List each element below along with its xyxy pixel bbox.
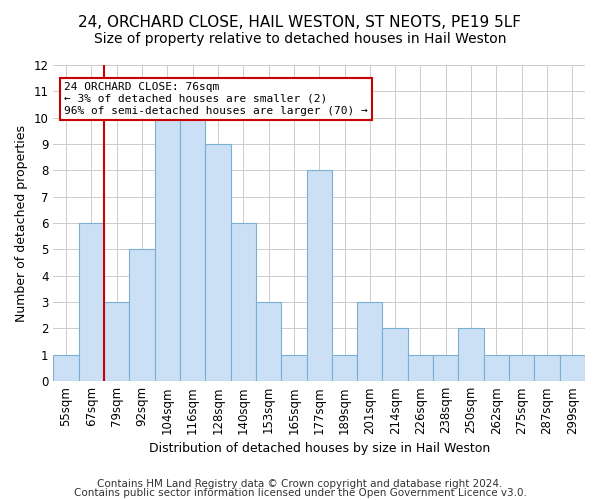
Text: 24, ORCHARD CLOSE, HAIL WESTON, ST NEOTS, PE19 5LF: 24, ORCHARD CLOSE, HAIL WESTON, ST NEOTS… (79, 15, 521, 30)
Text: Size of property relative to detached houses in Hail Weston: Size of property relative to detached ho… (94, 32, 506, 46)
Bar (484, 355, 509, 381)
Text: Contains HM Land Registry data © Crown copyright and database right 2024.: Contains HM Land Registry data © Crown c… (97, 479, 503, 489)
Y-axis label: Number of detached properties: Number of detached properties (15, 124, 28, 322)
Bar (79, 223, 104, 381)
X-axis label: Distribution of detached houses by size in Hail Weston: Distribution of detached houses by size … (149, 442, 490, 455)
Bar (155, 118, 180, 381)
Bar (357, 302, 382, 381)
Bar (535, 355, 560, 381)
Bar (53, 355, 79, 381)
Bar (382, 328, 408, 381)
Bar (130, 250, 155, 381)
Text: 24 ORCHARD CLOSE: 76sqm
← 3% of detached houses are smaller (2)
96% of semi-deta: 24 ORCHARD CLOSE: 76sqm ← 3% of detached… (64, 82, 368, 116)
Bar (408, 355, 433, 381)
Text: Contains public sector information licensed under the Open Government Licence v3: Contains public sector information licen… (74, 488, 526, 498)
Bar (205, 144, 230, 381)
Bar (332, 355, 357, 381)
Bar (433, 355, 458, 381)
Bar (560, 355, 585, 381)
Bar (281, 355, 307, 381)
Bar (458, 328, 484, 381)
Bar (307, 170, 332, 381)
Bar (104, 302, 130, 381)
Bar (180, 118, 205, 381)
Bar (256, 302, 281, 381)
Bar (230, 223, 256, 381)
Bar (509, 355, 535, 381)
